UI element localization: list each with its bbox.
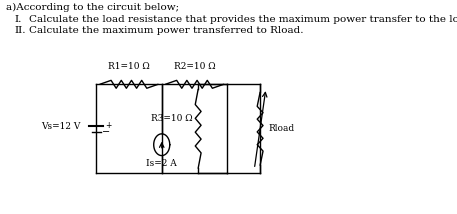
- Text: +: +: [105, 121, 111, 130]
- Text: Rload: Rload: [269, 124, 295, 133]
- Text: Calculate the maximum power transferred to Rload.: Calculate the maximum power transferred …: [29, 26, 303, 35]
- Text: −: −: [102, 127, 110, 137]
- Text: a)According to the circuit below;: a)According to the circuit below;: [6, 3, 179, 12]
- Text: Calculate the load resistance that provides the maximum power transfer to the lo: Calculate the load resistance that provi…: [29, 15, 457, 24]
- Text: I.: I.: [15, 15, 22, 24]
- Text: R1=10 Ω: R1=10 Ω: [108, 62, 150, 71]
- Text: Vs=12 V: Vs=12 V: [41, 122, 80, 131]
- Text: R3=10 Ω: R3=10 Ω: [151, 114, 192, 123]
- Text: R2=10 Ω: R2=10 Ω: [174, 62, 215, 71]
- Text: II.: II.: [15, 26, 26, 35]
- Text: Is=2 A: Is=2 A: [146, 159, 177, 168]
